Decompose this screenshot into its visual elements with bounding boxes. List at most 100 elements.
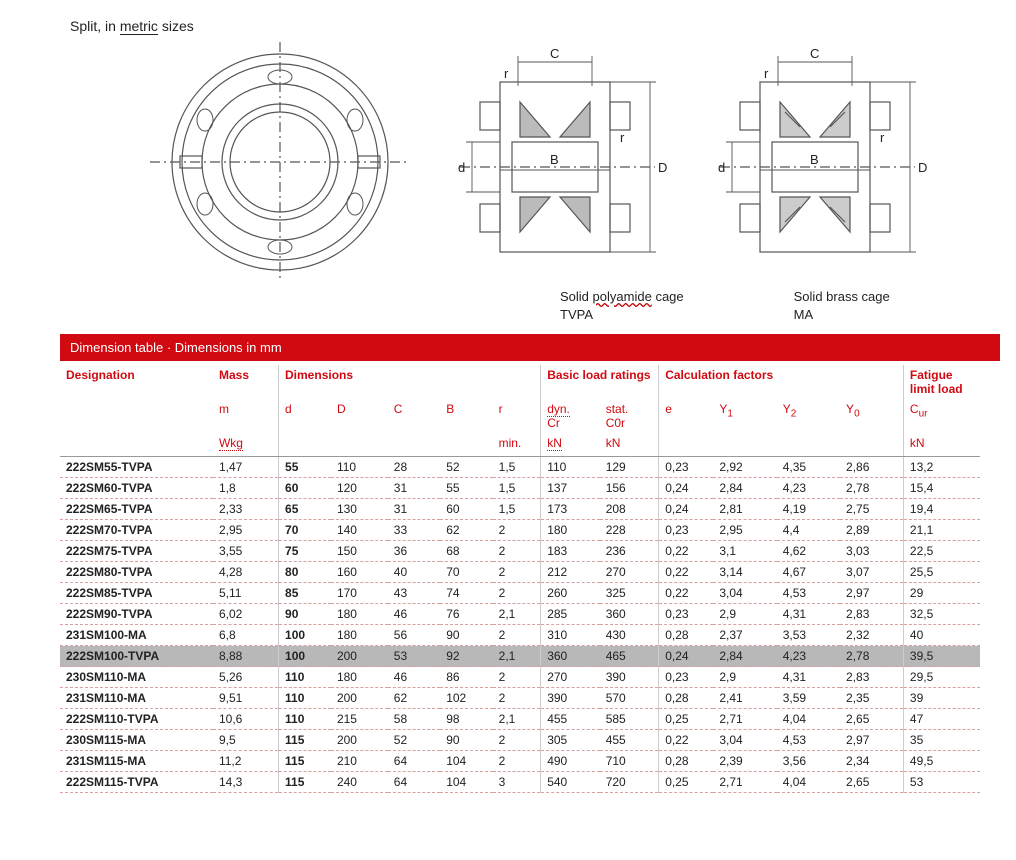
cell: 0,23: [659, 604, 714, 625]
cell: 40: [388, 562, 440, 583]
cell: 13,2: [903, 457, 980, 478]
cell: 0,23: [659, 667, 714, 688]
cell: 52: [388, 730, 440, 751]
cell: 200: [331, 688, 388, 709]
txt: 2: [791, 409, 797, 420]
cell: 115: [279, 751, 331, 772]
cell: 222SM90-TVPA: [60, 604, 213, 625]
cell: 3: [493, 772, 541, 793]
bearing-front-diagram: [150, 42, 410, 282]
sh-C: C: [388, 399, 440, 433]
cell: 4,31: [777, 604, 840, 625]
svg-text:r: r: [880, 130, 885, 145]
txt: Wkg: [219, 436, 243, 451]
cell: 53: [903, 772, 980, 793]
cell: 15,4: [903, 478, 980, 499]
table-row: 231SM115-MA11,21152106410424907100,282,3…: [60, 751, 980, 772]
cell: 180: [331, 667, 388, 688]
h-mass: Mass: [213, 365, 279, 399]
txt: 0: [854, 409, 860, 420]
cell: 10,6: [213, 709, 279, 730]
cell: 305: [541, 730, 600, 751]
txt: dyn.: [547, 402, 570, 417]
cell: 222SM110-TVPA: [60, 709, 213, 730]
cell: 2,1: [493, 709, 541, 730]
cell: 65: [279, 499, 331, 520]
cell: 183: [541, 541, 600, 562]
u: [388, 433, 440, 457]
cell: 104: [440, 772, 492, 793]
cell: 8,88: [213, 646, 279, 667]
table-row: 231SM110-MA9,511102006210223905700,282,4…: [60, 688, 980, 709]
txt: Solid: [560, 289, 589, 304]
u: [840, 433, 903, 457]
cell: 360: [600, 604, 659, 625]
cell: 52: [440, 457, 492, 478]
cell: 70: [279, 520, 331, 541]
cell: 0,25: [659, 772, 714, 793]
cell: 325: [600, 583, 659, 604]
cell: 0,24: [659, 646, 714, 667]
cell: 4,4: [777, 520, 840, 541]
cell: 208: [600, 499, 659, 520]
cell: 200: [331, 730, 388, 751]
u: [279, 433, 331, 457]
h-dimensions: Dimensions: [279, 365, 541, 399]
cell: 210: [331, 751, 388, 772]
txt: C: [910, 402, 919, 416]
cell: 2,83: [840, 604, 903, 625]
cell: 22,5: [903, 541, 980, 562]
sh-D: D: [331, 399, 388, 433]
banner-text: Dimension table · Dimensions in mm: [70, 340, 282, 355]
cell: 1,5: [493, 457, 541, 478]
cell: 5,11: [213, 583, 279, 604]
cell: 1,47: [213, 457, 279, 478]
cell: 222SM75-TVPA: [60, 541, 213, 562]
cell: 585: [600, 709, 659, 730]
cell: 120: [331, 478, 388, 499]
cell: 4,28: [213, 562, 279, 583]
cell: 0,22: [659, 730, 714, 751]
txt-wavy: polyamide: [593, 289, 652, 304]
table-row: 222SM65-TVPA2,336513031601,51732080,242,…: [60, 499, 980, 520]
cell: 55: [440, 478, 492, 499]
cell: 53: [388, 646, 440, 667]
cell: 2,9: [713, 604, 776, 625]
txt: TVPA: [560, 307, 593, 322]
cell: 6,02: [213, 604, 279, 625]
cell: 2,97: [840, 730, 903, 751]
cell: 3,55: [213, 541, 279, 562]
cell: 2: [493, 562, 541, 583]
figure-captions: Solid polyamide cage TVPA Solid brass ca…: [560, 288, 1006, 324]
cell: 156: [600, 478, 659, 499]
cell: 31: [388, 499, 440, 520]
table-row: 222SM60-TVPA1,86012031551,51371560,242,8…: [60, 478, 980, 499]
cell: 90: [440, 730, 492, 751]
svg-text:B: B: [550, 152, 559, 167]
cell: 1,8: [213, 478, 279, 499]
txt: kN: [547, 436, 562, 451]
svg-text:r: r: [620, 130, 625, 145]
cell: 4,53: [777, 730, 840, 751]
cell: 110: [541, 457, 600, 478]
sh-blank: [60, 399, 213, 433]
table-row: 222SM75-TVPA3,5575150366821832360,223,14…: [60, 541, 980, 562]
cell: 2,92: [713, 457, 776, 478]
cell: 0,22: [659, 562, 714, 583]
svg-text:D: D: [658, 160, 667, 175]
cell: 3,53: [777, 625, 840, 646]
bearing-section-tvpa-diagram: C B d D r r: [440, 42, 670, 282]
table-row: 231SM100-MA6,8100180569023104300,282,373…: [60, 625, 980, 646]
cell: 270: [600, 562, 659, 583]
svg-text:d: d: [458, 160, 465, 175]
u-blank: [60, 433, 213, 457]
cell: 222SM60-TVPA: [60, 478, 213, 499]
cell: 110: [279, 709, 331, 730]
txt: Split,: [70, 18, 101, 34]
cell: 39,5: [903, 646, 980, 667]
cell: 110: [279, 688, 331, 709]
cell: 46: [388, 667, 440, 688]
cell: 390: [600, 667, 659, 688]
svg-text:d: d: [718, 160, 725, 175]
table-title-banner: Dimension table · Dimensions in mm: [60, 334, 1000, 361]
